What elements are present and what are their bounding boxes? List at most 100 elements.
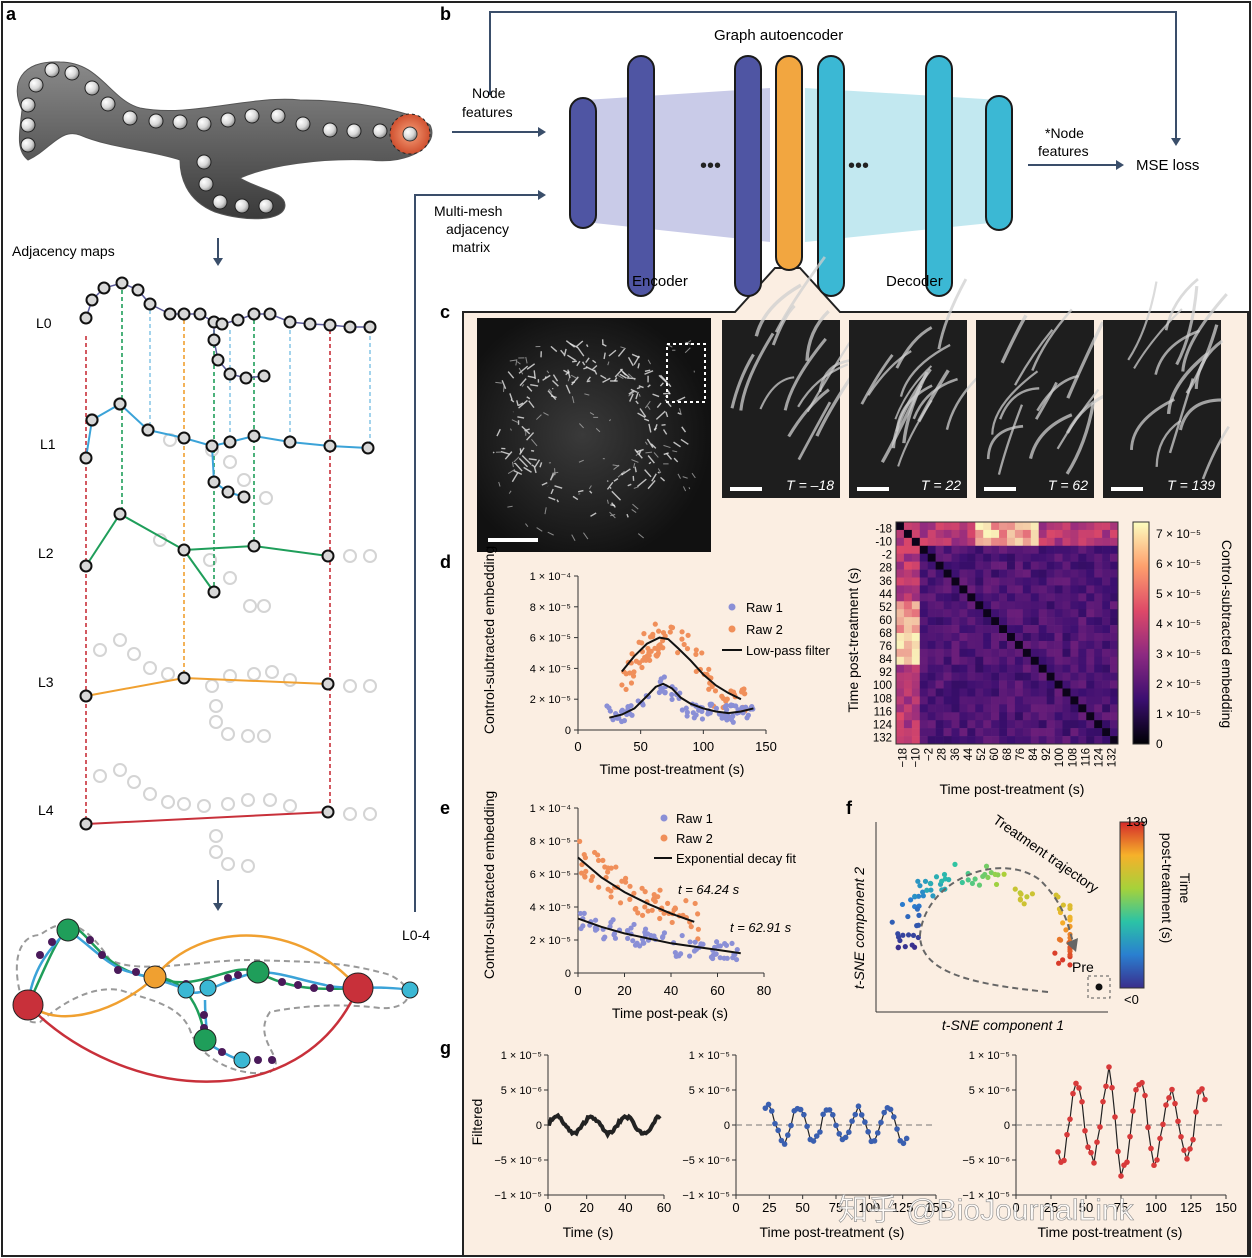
heatmap-cell <box>911 593 921 602</box>
heatmap-cell <box>943 688 952 697</box>
heatmap-cell <box>1086 585 1095 594</box>
ghost-node <box>237 473 251 487</box>
raw1-point <box>729 940 735 947</box>
heatmap-cell <box>1078 712 1087 721</box>
heatmap-cell <box>911 688 921 697</box>
heatmap-cell <box>896 656 905 666</box>
filtered-point <box>1184 1156 1190 1162</box>
filament <box>647 359 652 365</box>
heatmap-cell <box>1086 648 1095 658</box>
heatmap-cell <box>959 601 968 610</box>
time-tile <box>976 320 1094 498</box>
heatmap-cell <box>943 569 952 578</box>
filament <box>637 363 640 369</box>
raw2-point <box>600 857 606 863</box>
filtered-point <box>1064 1131 1070 1138</box>
filament <box>572 495 579 501</box>
heatmap-cell <box>919 522 929 531</box>
heatmap-cell <box>1030 577 1040 586</box>
ghost-node <box>223 571 237 585</box>
low-pass-line <box>621 636 742 701</box>
heatmap-cell <box>1038 522 1047 531</box>
heatmap-cell <box>1094 712 1103 721</box>
tsne-point <box>1001 871 1007 877</box>
ghost-node <box>283 673 297 687</box>
heatmap-cell <box>911 696 921 705</box>
pre-point <box>1095 983 1103 991</box>
decoder-layer <box>925 55 953 297</box>
filament <box>550 472 556 480</box>
filtered-point <box>1085 1144 1091 1150</box>
filament <box>691 472 696 479</box>
heatmap-cell <box>943 545 952 555</box>
mm-node-l2 <box>246 960 270 984</box>
filament <box>542 374 551 381</box>
heatmap-cell <box>967 601 976 610</box>
heatmap-cell <box>951 648 960 658</box>
heatmap-cell <box>1038 720 1047 729</box>
ghost-node <box>127 647 141 661</box>
filament <box>688 487 691 490</box>
filtered-point <box>881 1109 887 1116</box>
ghost-node <box>113 763 127 777</box>
heatmap-cell <box>1102 569 1111 578</box>
heatmap-cell <box>975 688 984 697</box>
heatmap-cell <box>1014 569 1024 578</box>
heatmap-cell <box>927 577 936 586</box>
heatmap-cell <box>967 704 976 713</box>
heatmap-cell <box>983 569 992 578</box>
heatmap-cell <box>1110 529 1119 539</box>
heatmap-cell <box>1007 736 1016 745</box>
graph-node <box>193 307 207 321</box>
mito-mesh <box>16 61 433 220</box>
mm-node-small <box>114 966 122 974</box>
heatmap-cell <box>1030 672 1040 681</box>
heatmap-cell <box>1062 617 1071 626</box>
heatmap-cell <box>1054 593 1063 602</box>
heatmap-cell <box>975 680 984 689</box>
heatmap-cell <box>999 640 1008 650</box>
filament <box>658 374 669 385</box>
filament <box>627 373 636 381</box>
graph-node <box>363 320 377 334</box>
tsne-point <box>1052 950 1058 956</box>
ghost-node <box>223 455 237 469</box>
mesh-node <box>20 97 36 113</box>
heatmap-cell <box>1102 736 1111 745</box>
heatmap-cell <box>991 609 1000 618</box>
heatmap-cell <box>1054 680 1063 689</box>
heatmap-cell <box>959 577 968 586</box>
heatmap-cell <box>1038 625 1047 634</box>
filtered-point <box>1103 1083 1109 1090</box>
raw1-point <box>684 709 690 715</box>
heatmap-cell <box>927 561 936 570</box>
heatmap-cell <box>951 529 960 539</box>
tile-filament <box>999 387 1040 420</box>
filament <box>581 361 586 366</box>
heatmap-cell <box>1014 593 1024 602</box>
raw1-point <box>641 940 647 946</box>
heatmap-cell <box>975 577 984 586</box>
heatmap-cell <box>896 704 905 713</box>
graph-node <box>303 317 317 331</box>
heatmap-cell <box>983 617 992 626</box>
filament <box>682 486 687 492</box>
tsne-point <box>993 881 1000 888</box>
heatmap-cell <box>911 553 921 562</box>
heatmap-cell <box>927 672 936 681</box>
graph-node <box>207 475 221 489</box>
heatmap-cell <box>1014 720 1024 729</box>
heatmap-cell <box>975 545 984 555</box>
filament <box>567 354 576 361</box>
filament <box>644 370 654 375</box>
heatmap-cell <box>1094 553 1103 562</box>
heatmap-cell <box>919 728 929 737</box>
heatmap-cell <box>1022 664 1032 673</box>
heatmap-cell <box>1110 545 1119 555</box>
heatmap-y-tick: 84 <box>879 654 892 666</box>
filament <box>515 359 518 366</box>
tile-filament <box>1175 286 1199 366</box>
heatmap-cell <box>1078 672 1087 681</box>
filament <box>631 509 637 513</box>
heatmap-cell <box>896 720 905 729</box>
